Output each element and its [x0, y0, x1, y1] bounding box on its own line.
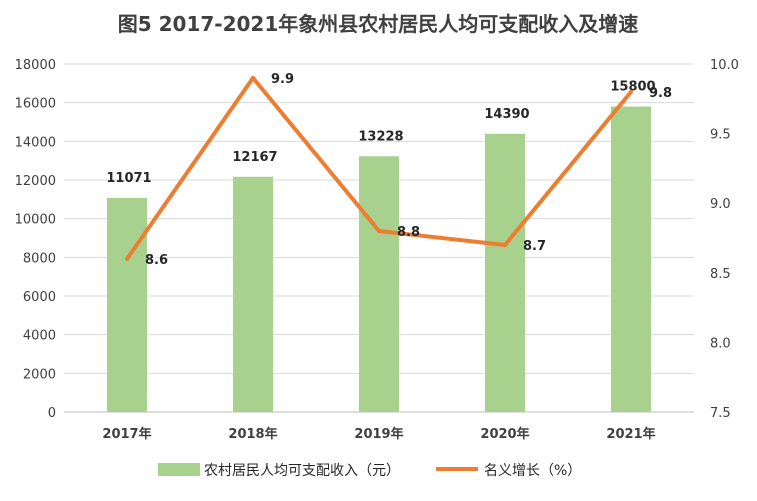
right-y-axis: 7.5 8.0 8.5 9.0 9.5 10.0	[710, 58, 739, 421]
chart-title: 图5 2017-2021年象州县农村居民人均可支配收入及增速	[118, 12, 639, 36]
line-data-label: 8.7	[523, 239, 546, 254]
bar-data-label: 11071	[106, 171, 151, 186]
line-point	[629, 89, 633, 94]
right-tick-label: 7.5	[710, 406, 731, 421]
right-tick-label: 8.0	[710, 336, 731, 351]
line-point	[125, 256, 129, 261]
legend: 农村居民人均可支配收入（元） 名义增长（%）	[158, 463, 581, 479]
bar	[611, 106, 651, 413]
left-tick-label: 0	[48, 406, 56, 421]
category-label: 2019年	[354, 426, 403, 442]
line-point	[503, 242, 507, 247]
legend-label-bar: 农村居民人均可支配收入（元）	[204, 463, 400, 479]
left-tick-label: 18000	[15, 58, 56, 73]
category-label: 2017年	[102, 426, 151, 442]
category-label: 2020年	[480, 426, 529, 442]
left-tick-label: 14000	[15, 135, 56, 150]
category-label: 2021年	[606, 426, 655, 442]
bar	[359, 156, 399, 412]
line-point	[251, 75, 255, 80]
legend-label-line: 名义增长（%）	[484, 463, 581, 479]
line-data-label: 8.6	[145, 253, 168, 268]
left-tick-label: 10000	[15, 213, 56, 228]
category-label: 2018年	[228, 426, 277, 442]
x-axis: 2017年 2018年 2019年 2020年 2021年	[102, 426, 655, 442]
bar	[233, 176, 273, 412]
bar-data-label: 14390	[484, 107, 529, 122]
right-tick-label: 8.5	[710, 267, 731, 282]
line-data-label: 9.9	[271, 72, 294, 87]
bar-series: 11071 12167 13228 14390 15800	[106, 80, 656, 413]
right-tick-label: 10.0	[710, 58, 739, 73]
left-tick-label: 4000	[23, 329, 56, 344]
line-series: 8.6 9.9 8.8 8.7 9.8	[125, 72, 672, 268]
right-tick-label: 9.0	[710, 197, 731, 212]
left-tick-label: 6000	[23, 290, 56, 305]
line-data-label: 8.8	[397, 225, 420, 240]
left-y-axis: 0 2000 4000 6000 8000 10000 12000 14000 16000 180…	[15, 58, 56, 421]
line-data-label: 9.8	[649, 86, 672, 101]
right-tick-label: 9.5	[710, 128, 731, 143]
left-tick-label: 16000	[15, 97, 56, 112]
left-tick-label: 8000	[23, 251, 56, 266]
bar-data-label: 13228	[358, 129, 403, 144]
bar-data-label: 12167	[232, 150, 277, 165]
bar-data-label: 15800	[610, 80, 655, 95]
left-tick-label: 2000	[23, 367, 56, 382]
bar	[107, 197, 147, 412]
bar	[485, 133, 525, 412]
line-point	[377, 229, 381, 234]
legend-swatch-bar	[158, 463, 200, 476]
left-tick-label: 12000	[15, 174, 56, 189]
